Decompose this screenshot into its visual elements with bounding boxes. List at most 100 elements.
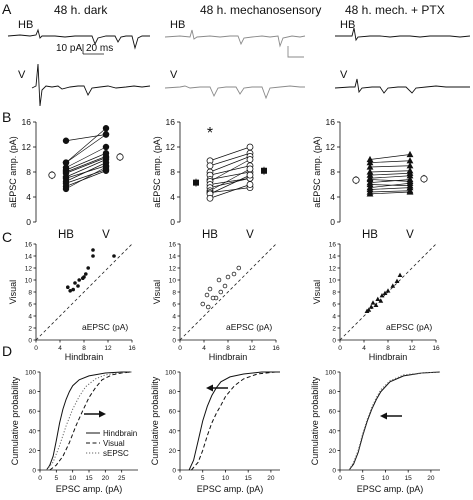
c-y-tick-label: 6 (332, 302, 336, 309)
c-y-tick-label: 4 (332, 314, 336, 321)
c-y-tick-label: 0 (172, 338, 176, 345)
b-point-v (246, 156, 254, 163)
d-x-axis-label: EPSC amp. (pA) (357, 484, 424, 494)
title-ptx: 48 h. mech. + PTX (345, 3, 445, 17)
trace-label-hb-mechano: HB (170, 19, 185, 31)
b-y-tick-label: 16 (22, 117, 32, 127)
d-y-tick-label: 100 (325, 370, 336, 377)
c-y-tick-label: 4 (28, 314, 32, 321)
scale-bar-time-label: 20 ms (86, 43, 113, 54)
d-shift-arrowhead (380, 412, 387, 420)
d-x-tick-label: 15 (245, 475, 253, 482)
b-y-tick-label: 12 (22, 142, 32, 152)
b-y-tick-label: 4 (170, 192, 175, 202)
d-series-line (49, 371, 132, 471)
panel-letter-b: B (2, 109, 11, 125)
b-point-hb (206, 162, 214, 170)
d-legend-label: Hindbrain (103, 429, 137, 438)
b-point-v (406, 150, 414, 158)
panel-c-dark: 0 2 4 6 8 10 12 14 16 0 4 8 12 16 Visual Hindbrain aEPSC… (8, 242, 136, 363)
b-y-tick-label: 0 (170, 217, 175, 227)
c-y-tick-label: 0 (332, 338, 336, 345)
c-y-axis-label: Visual (312, 280, 322, 304)
d-legend-label: sEPSC (103, 449, 129, 458)
b-y-tick-label: 8 (170, 167, 175, 177)
c-x-axis-label: Hindbrain (65, 352, 104, 362)
b-pair-line (369, 154, 411, 160)
b-y-tick-label: 8 (330, 167, 335, 177)
b-point-hb (62, 185, 70, 193)
b-category-label: V (406, 229, 414, 241)
panel-b-dark: 0 4 8 12 16 aEPSC amp. (pA) HB V * (8, 117, 124, 241)
d-y-tick-label: 20 (29, 448, 37, 455)
c-point (86, 266, 90, 270)
b-pair-line (65, 169, 107, 184)
c-x-tick-label: 0 (34, 345, 38, 352)
b-mean-marker (48, 171, 56, 179)
c-point (222, 283, 228, 289)
c-point (207, 286, 213, 292)
b-mean-marker (193, 179, 199, 186)
d-x-tick-label: 20 (102, 475, 110, 482)
d-y-tick-label: 0 (32, 468, 36, 475)
b-y-tick-label: 0 (26, 217, 31, 227)
b-pair-line (369, 170, 411, 173)
trace-v-ptx (334, 78, 470, 94)
c-y-tick-label: 10 (329, 278, 337, 285)
c-y-axis-label: Visual (152, 280, 162, 304)
c-point (225, 274, 231, 280)
c-point (84, 272, 88, 276)
b-point-hb (206, 194, 214, 202)
b-pair-line (209, 171, 251, 180)
c-x-axis-label: Hindbrain (209, 352, 248, 362)
c-x-axis-label: Hindbrain (369, 352, 408, 362)
d-shift-arrowhead (206, 384, 213, 392)
b-category-label: V (102, 229, 110, 241)
c-point (71, 287, 75, 292)
panel-d-mechanosensory: 0 20 40 60 80 100 0 5 10 15 20 Cumulative probabili… (150, 370, 280, 494)
c-y-tick-label: 16 (169, 242, 177, 249)
c-x-tick-label: 16 (128, 345, 136, 352)
c-y-tick-label: 12 (169, 266, 177, 273)
b-pair-line (369, 175, 411, 179)
b-point-v (102, 125, 110, 132)
b-pair-line (209, 146, 251, 162)
c-point (370, 300, 376, 305)
d-y-axis-label: Cumulative probability (10, 376, 20, 465)
b-y-axis-label: aEPSC amp. (pA) (152, 136, 162, 208)
d-series-line (348, 371, 441, 471)
panel-d-dark: 0 20 40 60 80 100 0 5 10 15 20 25 Cumulative probabi… (10, 370, 138, 494)
c-x-tick-label: 0 (338, 345, 342, 352)
d-series-line (46, 371, 132, 471)
b-point-hb (366, 159, 374, 166)
c-x-tick-label: 4 (58, 345, 62, 352)
d-y-axis-label: Cumulative probability (150, 376, 160, 465)
d-y-tick-label: 100 (25, 370, 36, 377)
b-point-v (246, 143, 254, 151)
b-pair-line (209, 159, 251, 182)
b-pair-line (369, 187, 411, 190)
b-pair-line (369, 172, 411, 176)
b-pair-line (369, 182, 411, 188)
d-x-tick-label: 15 (85, 475, 93, 482)
b-y-axis-label: aEPSC amp. (pA) (312, 136, 322, 208)
c-point (73, 281, 77, 285)
b-pair-line (369, 179, 411, 182)
trace-label-v-ptx: V (340, 69, 348, 81)
panel-letter-d: D (2, 343, 12, 359)
scale-bar-amp-label: 10 pA (56, 43, 82, 54)
c-y-tick-label: 4 (172, 314, 176, 321)
c-x-tick-label: 8 (82, 345, 86, 352)
d-x-tick-label: 5 (55, 475, 59, 482)
b-point-v (406, 188, 414, 195)
b-pair-line (209, 168, 251, 192)
trace-v-dark (31, 63, 151, 107)
c-y-tick-label: 14 (25, 254, 33, 261)
panel-a-traces: HB V HB V HB V 10 pA 20 ms (7, 19, 471, 107)
b-point-hb (62, 159, 70, 166)
b-y-tick-label: 16 (166, 117, 176, 127)
c-y-tick-label: 0 (28, 338, 32, 345)
b-pair-line (369, 179, 411, 183)
c-point (390, 283, 396, 288)
b-significance-star: * (103, 125, 109, 142)
